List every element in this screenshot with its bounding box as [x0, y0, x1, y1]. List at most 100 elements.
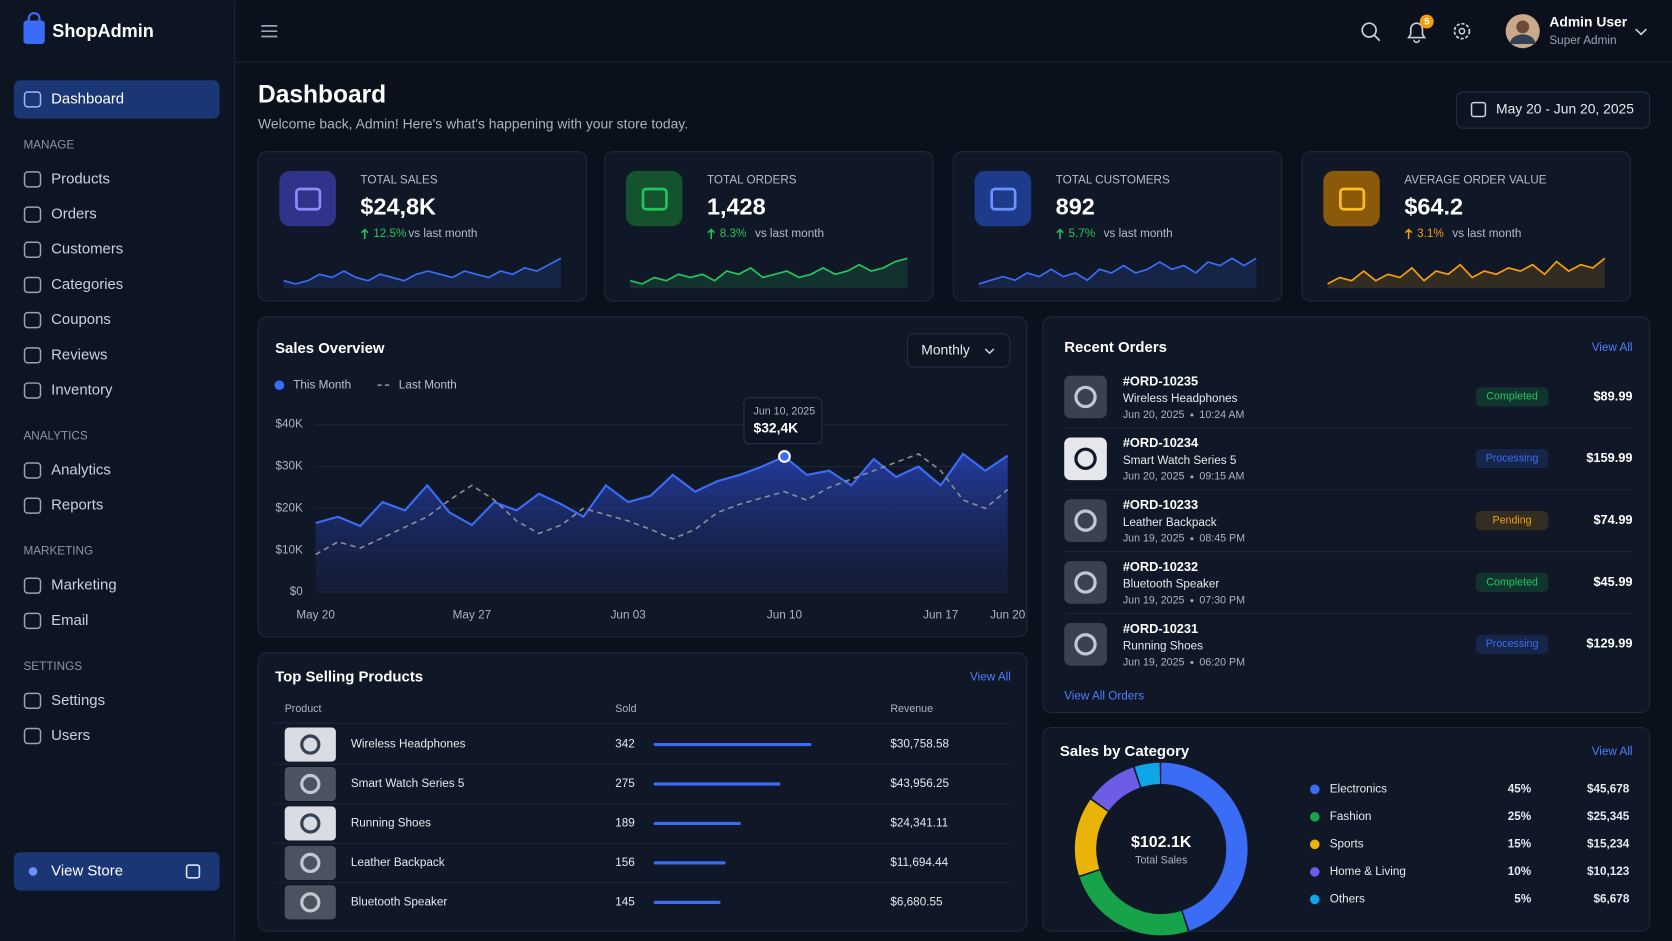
legend-swatch — [1309, 812, 1320, 822]
product-thumbnail — [1064, 622, 1107, 666]
product-revenue: $43,956.25 — [890, 777, 949, 790]
column-header: Revenue — [890, 703, 933, 715]
nav-item[interactable]: Email — [51, 612, 88, 629]
product-shape — [1074, 509, 1097, 532]
product-shape — [300, 892, 321, 913]
separator-dot — [1190, 660, 1194, 664]
nav-section: MARKETING — [23, 545, 93, 558]
product-shape — [300, 813, 321, 834]
sold-bar — [653, 900, 721, 904]
nav-item[interactable]: Categories — [51, 276, 123, 293]
nav-item[interactable]: Orders — [51, 206, 97, 223]
stat-icon-bg — [279, 170, 336, 227]
x-tick-label: Jun 10 — [767, 609, 803, 622]
change-arrow — [1056, 228, 1064, 240]
nav-item[interactable]: Users — [51, 727, 90, 744]
nav-item[interactable]: Inventory — [51, 381, 113, 398]
legend-swatch — [1309, 784, 1320, 795]
order-product: Smart Watch Series 5 — [1123, 454, 1237, 467]
legend-label: Sports — [1330, 837, 1364, 850]
nav-item[interactable]: Coupons — [51, 311, 111, 328]
product-thumbnail — [284, 766, 336, 802]
nav-icon — [23, 382, 42, 399]
nav-item[interactable]: Reports — [51, 497, 103, 514]
brand: ShopAdmin — [52, 21, 154, 41]
donut-label: Total Sales — [1135, 855, 1187, 867]
stat-icon — [295, 187, 322, 211]
nav-section: MANAGE — [23, 138, 74, 151]
tooltip-value: $32,4K — [754, 419, 799, 435]
order-id[interactable]: #ORD-10232 — [1123, 559, 1198, 574]
view-all-orders[interactable]: View All Orders — [1064, 690, 1144, 703]
stat-value: $64.2 — [1404, 193, 1463, 219]
order-id[interactable]: #ORD-10234 — [1123, 435, 1199, 450]
view-store-button[interactable] — [13, 852, 220, 891]
date-range-button[interactable] — [1456, 91, 1651, 129]
stat-label: AVERAGE ORDER VALUE — [1404, 174, 1546, 187]
order-id[interactable]: #ORD-10231 — [1123, 621, 1198, 636]
line-last-month — [315, 453, 1009, 556]
search-icon[interactable] — [1361, 22, 1377, 38]
order-product: Bluetooth Speaker — [1123, 578, 1220, 591]
order-amount: $45.99 — [1593, 574, 1632, 589]
nav-item[interactable]: Marketing — [51, 577, 116, 594]
amount-label: $15,234 — [1587, 837, 1630, 850]
nav-item[interactable]: Analytics — [51, 461, 111, 478]
legend-label: Fashion — [1330, 810, 1372, 823]
x-tick-label: May 27 — [453, 609, 491, 622]
sparkline — [978, 257, 1257, 285]
separator-dot — [1190, 599, 1194, 603]
view-all-link[interactable]: View All — [1592, 341, 1633, 354]
line-this-month — [315, 452, 1009, 528]
nav-item[interactable]: Products — [51, 170, 110, 187]
product-thumbnail — [1064, 561, 1107, 604]
order-id[interactable]: #ORD-10233 — [1123, 497, 1198, 512]
legend-label: Last Month — [399, 378, 457, 391]
order-status: Completed — [1486, 391, 1538, 403]
view-all-link[interactable]: View All — [1592, 745, 1633, 758]
sparkline — [283, 257, 562, 285]
stat-value: 892 — [1056, 193, 1095, 219]
nav-icon — [23, 171, 42, 188]
user-menu-chevron[interactable] — [1635, 28, 1647, 36]
order-id[interactable]: #ORD-10235 — [1123, 373, 1198, 388]
donut-slice — [1074, 762, 1248, 936]
order-time: 06:20 PM — [1199, 656, 1245, 668]
status-pill — [1475, 511, 1549, 531]
donut-slice — [1074, 762, 1248, 936]
y-tick-label: $30K — [275, 460, 303, 473]
order-time: 10:24 AM — [1199, 409, 1244, 421]
nav-icon — [23, 311, 42, 329]
settings-icon[interactable] — [1453, 22, 1471, 40]
nav-item[interactable]: Dashboard — [51, 90, 124, 107]
legend-swatch — [1309, 839, 1320, 850]
nav-icon — [23, 727, 42, 745]
view-all-link[interactable]: View All — [970, 670, 1011, 683]
product-revenue: $24,341.11 — [890, 817, 948, 830]
view-store[interactable]: View Store — [51, 862, 123, 879]
stat-icon-bg — [1323, 170, 1380, 227]
legend-swatch — [1309, 894, 1320, 905]
nav-item[interactable]: Reviews — [51, 346, 107, 363]
chart-title: Sales by Category — [1060, 743, 1190, 760]
period-select[interactable] — [906, 333, 1011, 368]
period-select-label[interactable]: Monthly — [921, 342, 970, 358]
stat-value: 1,428 — [707, 193, 766, 219]
nav-item[interactable]: Customers — [51, 241, 123, 258]
y-tick-label: $20K — [275, 501, 303, 514]
sold-bar — [653, 742, 812, 747]
bell-icon[interactable] — [1407, 22, 1427, 44]
order-status: Completed — [1486, 576, 1538, 588]
product-thumbnail — [1064, 375, 1107, 419]
product-thumbnail — [284, 845, 336, 880]
user-role: Super Admin — [1549, 34, 1616, 47]
product-revenue: $6,680.55 — [890, 895, 943, 908]
calendar-icon — [1470, 101, 1487, 118]
nav-active[interactable] — [13, 80, 220, 119]
product-sold: 145 — [615, 895, 635, 908]
stat-change: 12.5% — [373, 227, 406, 240]
stat-icon-bg — [625, 170, 683, 227]
nav-item[interactable]: Settings — [51, 692, 105, 709]
